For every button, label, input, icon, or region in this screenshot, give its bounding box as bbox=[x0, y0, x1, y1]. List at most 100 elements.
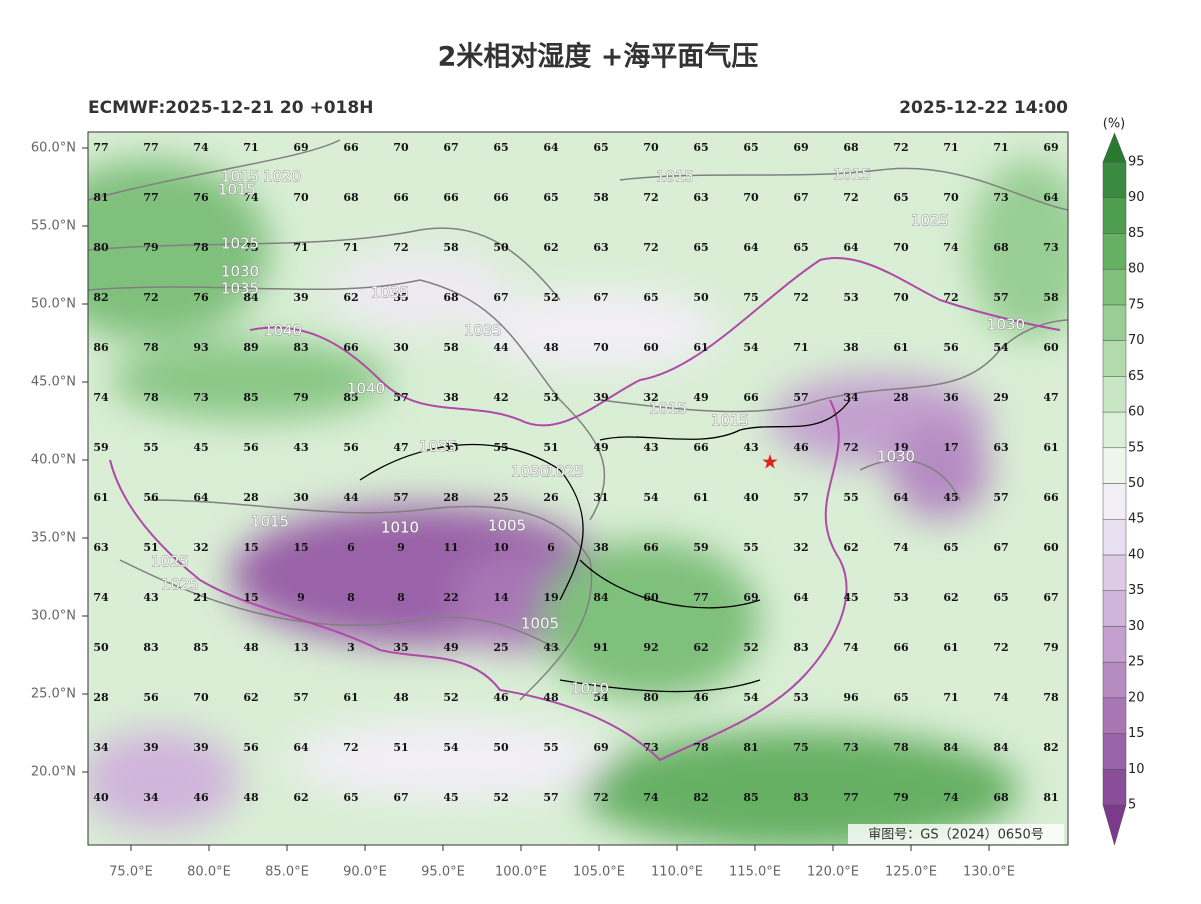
humidity-value: 70 bbox=[593, 341, 609, 354]
humidity-value: 84 bbox=[593, 591, 609, 604]
humidity-value: 61 bbox=[943, 641, 958, 654]
humidity-value: 62 bbox=[693, 641, 708, 654]
humidity-value: 54 bbox=[443, 741, 459, 754]
humidity-value: 25 bbox=[493, 641, 508, 654]
humidity-value: 48 bbox=[243, 641, 259, 654]
humidity-value: 60 bbox=[1043, 541, 1059, 554]
humidity-value: 91 bbox=[593, 641, 608, 654]
humidity-value: 57 bbox=[793, 391, 808, 404]
humidity-value: 89 bbox=[243, 341, 258, 354]
humidity-value: 17 bbox=[943, 441, 958, 454]
humidity-value: 67 bbox=[393, 791, 408, 804]
humidity-value: 71 bbox=[943, 141, 958, 154]
humidity-value: 70 bbox=[893, 291, 909, 304]
colorbar-box bbox=[1102, 483, 1127, 520]
humidity-value: 45 bbox=[943, 491, 958, 504]
humidity-value: 69 bbox=[793, 141, 808, 154]
province-lines bbox=[359, 399, 851, 693]
humidity-value: 64 bbox=[193, 491, 209, 504]
humidity-value: 52 bbox=[493, 791, 508, 804]
humidity-value: 70 bbox=[293, 191, 309, 204]
humidity-value: 73 bbox=[843, 741, 858, 754]
humidity-value: 56 bbox=[243, 741, 259, 754]
axes: 60.0°N 55.0°N 50.0°N 45.0°N 40.0°N 35.0°N 30.0… bbox=[31, 141, 1015, 880]
humidity-value: 72 bbox=[943, 291, 958, 304]
humidity-value: 45 bbox=[443, 791, 458, 804]
isobar-label: 1030 bbox=[987, 316, 1025, 334]
colorbar-label: 5 bbox=[1128, 798, 1136, 813]
humidity-value: 78 bbox=[143, 341, 159, 354]
isobar-label: 1015 bbox=[711, 412, 749, 430]
humidity-value: 34 bbox=[93, 741, 109, 754]
humidity-value: 56 bbox=[243, 441, 259, 454]
humidity-value: 9 bbox=[297, 591, 305, 604]
humidity-value: 84 bbox=[943, 741, 959, 754]
isobars bbox=[88, 139, 1068, 701]
humidity-value: 65 bbox=[993, 591, 1008, 604]
humidity-value: 6 bbox=[347, 541, 355, 554]
isobar-label: 1020 bbox=[263, 168, 301, 186]
isobar-label: 1025 bbox=[161, 576, 199, 594]
isobar-label: 1030 bbox=[511, 463, 549, 481]
humidity-grid: 77 77 74 71 69 66 70 67 65 64 65 70 65 65 69 68 72 71 71 69… bbox=[93, 141, 1059, 804]
humidity-value: 56 bbox=[143, 691, 159, 704]
isobar-label: 1035 bbox=[221, 280, 259, 298]
humidity-value: 60 bbox=[643, 591, 659, 604]
lon-tick-label: 90.0°E bbox=[343, 865, 387, 880]
humidity-value: 49 bbox=[593, 441, 608, 454]
isobar-label: 1015 bbox=[251, 513, 289, 531]
humidity-shading bbox=[88, 160, 1068, 845]
humidity-value: 57 bbox=[993, 291, 1008, 304]
colorbar: 5 10 15 20 25 30 35 40 45 50 55 60 65 70 75 80 85 90 95 bbox=[1102, 132, 1145, 846]
humidity-value: 77 bbox=[843, 791, 858, 804]
humidity-value: 82 bbox=[93, 291, 108, 304]
humidity-value: 65 bbox=[743, 141, 758, 154]
humidity-value: 81 bbox=[743, 741, 758, 754]
colorbar-box bbox=[1102, 626, 1127, 663]
humidity-value: 72 bbox=[793, 291, 808, 304]
humidity-value: 59 bbox=[693, 541, 708, 554]
colorbar-label: 45 bbox=[1128, 512, 1145, 527]
humidity-value: 62 bbox=[843, 541, 858, 554]
isobar-label: 1035 bbox=[371, 284, 409, 302]
humidity-value: 54 bbox=[643, 491, 659, 504]
humidity-value: 76 bbox=[193, 191, 209, 204]
humidity-value: 48 bbox=[543, 341, 559, 354]
humidity-value: 71 bbox=[993, 141, 1008, 154]
humidity-value: 13 bbox=[293, 641, 308, 654]
title: 2米相对湿度 +海平面气压 bbox=[438, 41, 759, 73]
humidity-value: 55 bbox=[543, 741, 558, 754]
colorbar-box bbox=[1102, 197, 1127, 234]
humidity-value: 68 bbox=[993, 791, 1009, 804]
humidity-value: 72 bbox=[993, 641, 1008, 654]
humidity-value: 79 bbox=[893, 791, 908, 804]
isobar-label: 1015 bbox=[656, 168, 694, 186]
humidity-value: 10 bbox=[493, 541, 509, 554]
humidity-value: 54 bbox=[593, 691, 609, 704]
colorbar-label: 50 bbox=[1128, 476, 1145, 491]
colorbar-label: 15 bbox=[1128, 726, 1145, 741]
colorbar-label: 80 bbox=[1128, 262, 1145, 277]
humidity-value: 32 bbox=[793, 541, 808, 554]
humidity-value: 82 bbox=[693, 791, 708, 804]
humidity-value: 71 bbox=[793, 341, 808, 354]
humidity-value: 96 bbox=[843, 691, 859, 704]
humidity-value: 43 bbox=[643, 441, 658, 454]
isobar-label: 1005 bbox=[521, 615, 559, 633]
humidity-value: 65 bbox=[593, 141, 608, 154]
humidity-value: 66 bbox=[443, 191, 459, 204]
humidity-value: 72 bbox=[843, 191, 858, 204]
humidity-value: 61 bbox=[693, 491, 708, 504]
humidity-value: 28 bbox=[443, 491, 459, 504]
colorbar-label: 10 bbox=[1128, 762, 1145, 777]
humidity-value: 74 bbox=[193, 141, 209, 154]
humidity-value: 46 bbox=[193, 791, 209, 804]
isobar-label: 1015 bbox=[649, 400, 687, 418]
colorbar-box bbox=[1102, 304, 1127, 341]
humidity-value: 64 bbox=[843, 241, 859, 254]
humidity-value: 55 bbox=[843, 491, 858, 504]
humidity-value: 47 bbox=[1043, 391, 1058, 404]
lon-tick-label: 130.0°E bbox=[963, 865, 1015, 880]
humidity-value: 60 bbox=[1043, 341, 1059, 354]
lat-tick-label: 30.0°N bbox=[31, 609, 76, 624]
